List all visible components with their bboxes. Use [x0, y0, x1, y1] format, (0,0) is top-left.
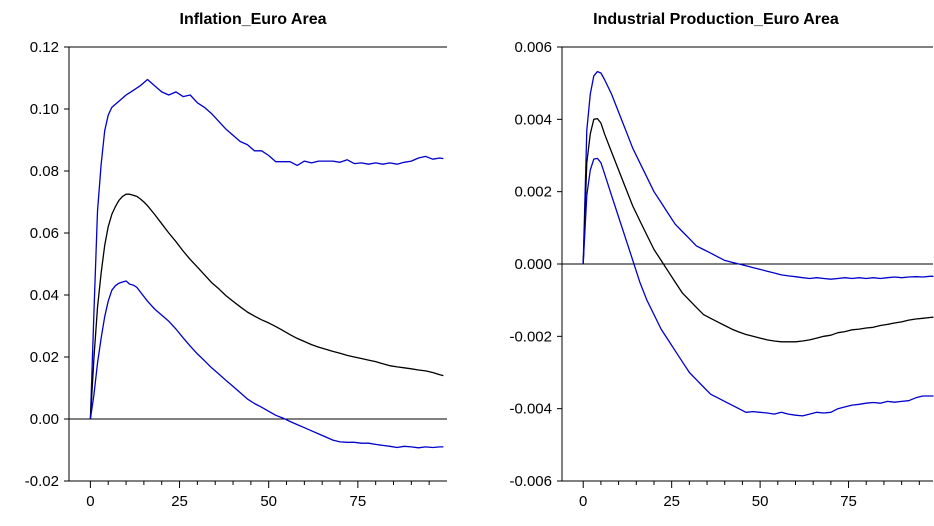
inflation-x-tick-label: 75: [350, 493, 367, 510]
industrial-production-median-response-line: [582, 117, 934, 343]
inflation-chart-panel: Inflation_Euro Area -0.02 0.00 0.02 0.04 0.0…: [25, 11, 447, 510]
industrial-production-lower-band-line: [582, 157, 934, 417]
inflation-lower-band-line: [89, 280, 444, 449]
industrial-production-y-tick-label: -0.002: [509, 328, 552, 345]
inflation-y-tick-label: 0.08: [30, 163, 59, 180]
industrial-production-upper-band-line: [582, 70, 934, 280]
industrial-production-x-tick-label: 50: [752, 493, 769, 510]
inflation-upper-band-line: [89, 78, 444, 420]
inflation-y-tick-label: 0.10: [30, 101, 59, 118]
industrial-production-x-tick-label: 0: [579, 493, 587, 510]
industrial-production-y-tick-label: 0.006: [514, 39, 552, 56]
inflation-x-tick-label: 0: [86, 493, 94, 510]
industrial-production-y-tick-label: 0.004: [514, 111, 552, 128]
inflation-axes-frame: [68, 47, 447, 482]
industrial-production-chart-title: Industrial Production_Euro Area: [593, 11, 839, 28]
industrial-production-y-tick-label: -0.004: [509, 401, 552, 418]
industrial-production-y-tick-label: 0.000: [514, 256, 552, 273]
industrial-production-y-tick-label: -0.006: [509, 473, 552, 490]
inflation-median-response-line: [89, 193, 444, 420]
inflation-x-tick-label: 50: [260, 493, 277, 510]
inflation-x-tick-label: 25: [171, 493, 188, 510]
industrial-production-x-tick-label: 25: [663, 493, 680, 510]
inflation-y-tick-label: 0.06: [30, 225, 59, 242]
inflation-y-tick-label: 0.04: [30, 287, 59, 304]
inflation-y-tick-label: 0.12: [30, 39, 59, 56]
industrial-production-chart-panel: Industrial Production_Euro Area -0.006 -0…: [509, 11, 934, 510]
industrial-production-y-tick-label: 0.002: [514, 184, 552, 201]
inflation-y-tick-label: 0.00: [30, 411, 59, 428]
inflation-chart-title: Inflation_Euro Area: [180, 11, 327, 28]
inflation-y-tick-label: 0.02: [30, 349, 59, 366]
inflation-y-tick-label: -0.02: [25, 473, 59, 490]
industrial-production-x-tick-label: 75: [840, 493, 857, 510]
